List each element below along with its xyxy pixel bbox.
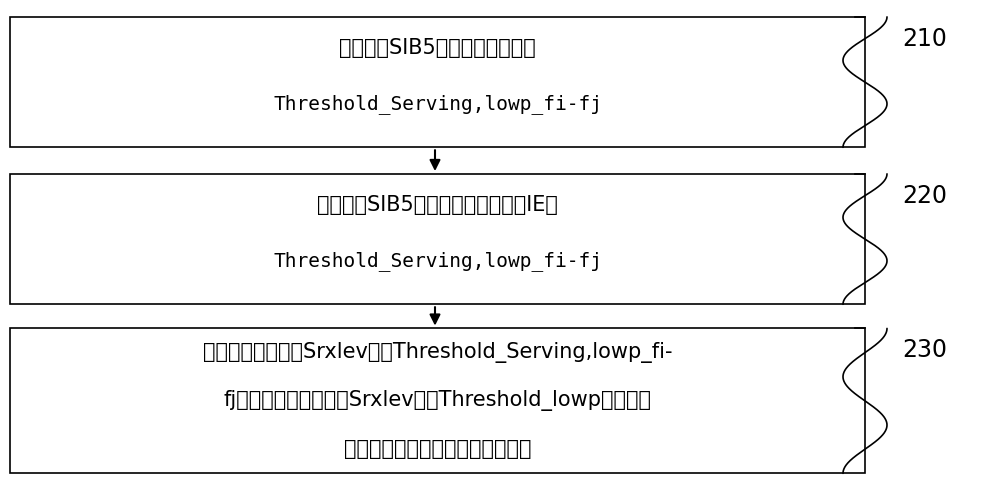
FancyBboxPatch shape bbox=[10, 174, 865, 304]
FancyBboxPatch shape bbox=[10, 328, 865, 473]
Text: fj，且第二频率小区的Srxlev大于Threshold_lowp，终端从: fj，且第二频率小区的Srxlev大于Threshold_lowp，终端从 bbox=[224, 390, 652, 412]
FancyBboxPatch shape bbox=[10, 17, 865, 147]
Text: Threshold_Serving,lowp_fi-fj: Threshold_Serving,lowp_fi-fj bbox=[273, 94, 602, 114]
Text: 终端接收SIB5后，读取对应的信息IE：: 终端接收SIB5后，读取对应的信息IE： bbox=[317, 195, 558, 215]
Text: Threshold_Serving,lowp_fi-fj: Threshold_Serving,lowp_fi-fj bbox=[273, 251, 602, 271]
Text: 基站通过SIB5针对每对频率发送: 基站通过SIB5针对每对频率发送 bbox=[339, 38, 536, 58]
Text: 220: 220 bbox=[902, 184, 947, 208]
Text: 210: 210 bbox=[902, 27, 947, 51]
Text: 当前频率小区切换到第二频率小区: 当前频率小区切换到第二频率小区 bbox=[344, 439, 531, 459]
Text: 若当前频率小区的Srxlev小于Threshold_Serving,lowp_fi-: 若当前频率小区的Srxlev小于Threshold_Serving,lowp_f… bbox=[203, 342, 672, 363]
Text: 230: 230 bbox=[902, 338, 947, 362]
